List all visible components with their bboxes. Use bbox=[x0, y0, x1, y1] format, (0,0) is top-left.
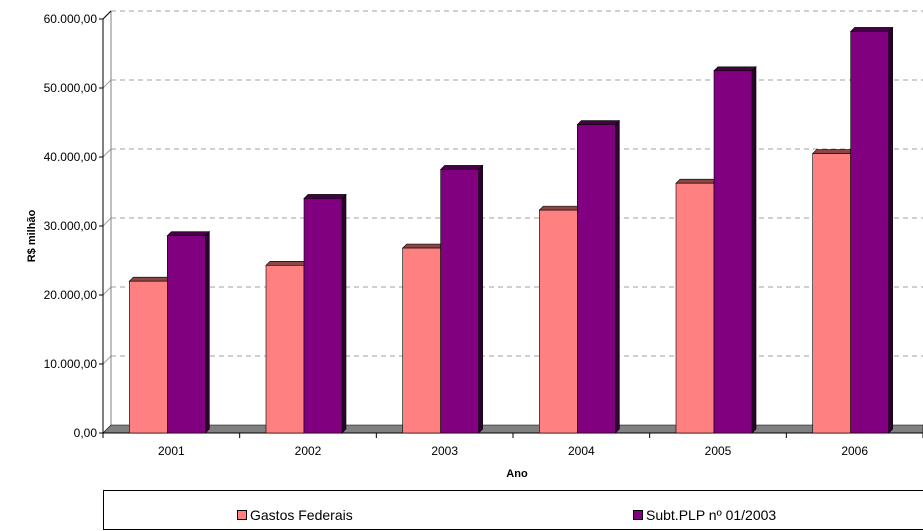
legend-label-subt-plp: Subt.PLP nº 01/2003 bbox=[646, 507, 777, 523]
bar-gastos-federais-2006 bbox=[811, 148, 856, 434]
label-layer: 0,00 10.000,00 20.000,00 30.000,00 40.000,00… bbox=[44, 12, 869, 458]
bar-gastos-federais-2005 bbox=[675, 178, 719, 434]
legend-item-subt-plp: Subt.PLP nº 01/2003 bbox=[633, 507, 776, 523]
gridline-side bbox=[102, 217, 112, 227]
legend-item-gastos-federais: Gastos Federais bbox=[237, 507, 353, 523]
legend: Gastos Federais Subt.PLP nº 01/2003 bbox=[103, 490, 923, 530]
axis-layer bbox=[99, 10, 923, 438]
gridline-side bbox=[102, 355, 112, 365]
bar-subt-plp-2006 bbox=[849, 26, 894, 434]
legend-swatch-subt-plp bbox=[633, 510, 643, 520]
x-tick-label: 2002 bbox=[295, 444, 322, 458]
x-tick-label: 2001 bbox=[158, 444, 185, 458]
y-tick-label: 60.000,00 bbox=[44, 12, 98, 26]
x-tick-label: 2005 bbox=[705, 444, 732, 458]
gridline-side bbox=[102, 79, 112, 89]
chart-floor bbox=[102, 424, 923, 434]
y-tick-label: 10.000,00 bbox=[44, 357, 98, 371]
bar-layer bbox=[128, 26, 894, 434]
y-tick-label: 40.000,00 bbox=[44, 150, 98, 164]
bar-subt-plp-2004 bbox=[576, 119, 621, 434]
x-axis-title: Ano bbox=[506, 468, 528, 480]
x-tick-label: 2004 bbox=[568, 444, 595, 458]
legend-swatch-gastos-federais bbox=[237, 510, 247, 520]
y-axis-title: R$ milhão bbox=[26, 209, 38, 262]
y-tick-label: 0,00 bbox=[74, 426, 98, 440]
x-tick-label: 2003 bbox=[431, 444, 458, 458]
grid-layer bbox=[102, 10, 923, 365]
y-tick-label: 20.000,00 bbox=[44, 288, 98, 302]
bar-subt-plp-2005 bbox=[713, 66, 757, 434]
y-tick-label: 50.000,00 bbox=[44, 81, 98, 95]
bar-subt-plp-2002 bbox=[303, 193, 347, 434]
bar-subt-plp-2001 bbox=[166, 230, 211, 434]
y-tick-label: 30.000,00 bbox=[44, 219, 98, 233]
bar-gastos-federais-2003 bbox=[401, 243, 446, 434]
bar-gastos-federais-2001 bbox=[128, 276, 173, 434]
x-tick-label: 2006 bbox=[841, 444, 868, 458]
bar-subt-plp-2003 bbox=[439, 164, 484, 434]
bar-gastos-federais-2004 bbox=[538, 205, 583, 434]
bar-gastos-federais-2002 bbox=[265, 260, 309, 434]
gridline-side bbox=[102, 286, 112, 296]
y-axis-top-edge bbox=[102, 10, 112, 20]
gridline-side bbox=[102, 148, 112, 158]
legend-label-gastos-federais: Gastos Federais bbox=[250, 507, 353, 523]
